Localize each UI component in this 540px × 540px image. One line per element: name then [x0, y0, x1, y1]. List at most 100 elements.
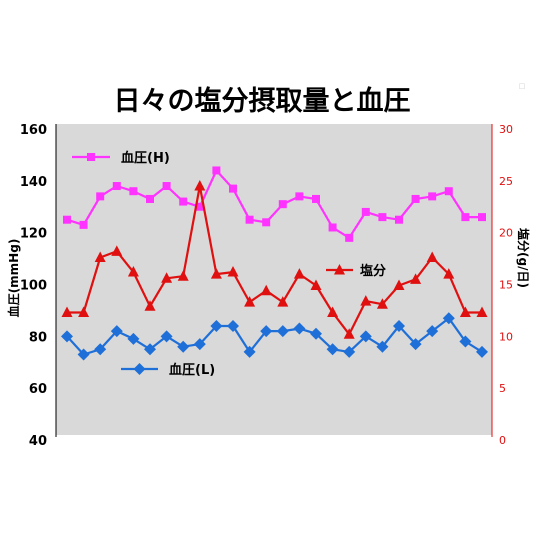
chart-title: 日々の塩分摂取量と血圧: [114, 86, 411, 117]
series-0-point: [428, 192, 437, 201]
y-tick-label: 60: [29, 382, 47, 397]
series-0-point: [411, 194, 420, 203]
series-0-point: [395, 215, 403, 224]
series-0-point: [278, 200, 287, 209]
right-tick-labels: 30 25 20 15 10 5 0: [499, 123, 513, 447]
series-1-point: [334, 264, 345, 275]
series-0: [63, 166, 486, 242]
series-1-point: [459, 306, 471, 317]
series-0-point: [96, 192, 105, 201]
y-tick-label: 80: [29, 330, 47, 345]
series-0-point: [63, 215, 71, 224]
series-1-point: [194, 180, 206, 191]
y2-tick-label: 30: [499, 123, 513, 136]
series-layer: [61, 166, 488, 361]
y2-tick-label: 15: [499, 279, 513, 292]
series-2-point: [293, 322, 306, 335]
series-1-point: [61, 306, 73, 317]
series-0-point: [262, 218, 271, 227]
series-1-point: [94, 251, 106, 263]
series-2-point: [193, 338, 206, 351]
series-1-point: [227, 266, 239, 277]
series-2-point: [210, 319, 223, 332]
series-0-point: [378, 213, 387, 222]
y-tick-label: 100: [20, 279, 47, 294]
corner-mark: □: [519, 82, 526, 90]
series-2-point: [177, 340, 190, 353]
series-2-point: [310, 327, 322, 340]
series-2-point: [409, 338, 422, 351]
series-2-point: [359, 330, 372, 343]
series-1-point: [161, 272, 173, 283]
series-0-point: [361, 207, 370, 216]
y-tick-label: 160: [20, 123, 47, 138]
series-2-point: [276, 325, 289, 338]
series-0-point: [295, 192, 304, 201]
legend-item-2: 血圧(L): [121, 362, 215, 378]
series-2-point: [144, 343, 156, 356]
series-0-point: [328, 223, 337, 232]
series-0-point: [129, 187, 138, 196]
series-1-point: [244, 296, 256, 307]
series-0-point: [87, 153, 95, 161]
series-2-point: [393, 319, 405, 332]
y2-axis-label: 塩分(g/日): [516, 228, 531, 288]
series-2-point: [459, 335, 472, 348]
y2-tick-label: 0: [499, 434, 506, 447]
series-1-point: [127, 266, 139, 277]
series-2-point: [94, 343, 107, 356]
y-tick-label: 40: [29, 434, 47, 449]
series-0-point: [312, 194, 320, 203]
y2-tick-label: 20: [499, 227, 513, 240]
series-2-point: [326, 343, 339, 356]
series-0-point: [212, 166, 221, 175]
left-tick-labels: 160 140 120 100 80 60 40: [20, 123, 47, 449]
series-1-point: [277, 296, 289, 307]
y2-tick-label: 5: [499, 382, 506, 395]
series-1-point: [426, 251, 438, 263]
series-2-point: [110, 325, 123, 338]
series-1-point: [111, 245, 123, 256]
series-1-point: [476, 306, 488, 317]
plot-area: [56, 124, 492, 435]
series-2-point: [227, 319, 239, 332]
series-2-point: [160, 330, 173, 343]
y2-tick-label: 25: [499, 175, 513, 188]
series-2-point: [61, 330, 73, 343]
series-2-point: [376, 340, 389, 353]
series-1-point: [343, 328, 355, 339]
legend-item-0: 血圧(H): [72, 150, 170, 166]
y-tick-label: 120: [20, 227, 47, 242]
series-1-point: [360, 295, 372, 306]
series-2-point: [243, 345, 256, 358]
series-2-point: [426, 325, 439, 338]
series-1-point: [327, 306, 339, 317]
series-1-point: [376, 298, 388, 309]
series-1-point: [78, 306, 90, 317]
series-2-point: [77, 348, 90, 361]
y-tick-label: 140: [20, 175, 47, 190]
series-1-point: [410, 273, 422, 284]
series-0-point: [229, 184, 237, 193]
series-2-point: [133, 363, 146, 375]
series-2-point: [343, 345, 356, 358]
series-1-point: [177, 270, 189, 281]
series-0-point: [245, 215, 254, 224]
series-0-point: [478, 213, 486, 222]
series-0-point: [162, 182, 171, 191]
series-1-point: [144, 300, 156, 311]
series-2-point: [442, 312, 455, 325]
series-0-point: [146, 194, 154, 203]
series-2: [61, 312, 488, 361]
series-1-point: [443, 268, 455, 279]
series-0-point: [79, 220, 88, 229]
y2-tick-label: 10: [499, 330, 513, 343]
series-1: [61, 180, 488, 339]
series-1-point: [310, 279, 322, 291]
series-0-point: [461, 213, 470, 222]
series-0-point: [444, 187, 453, 196]
series-1-point: [293, 268, 305, 279]
